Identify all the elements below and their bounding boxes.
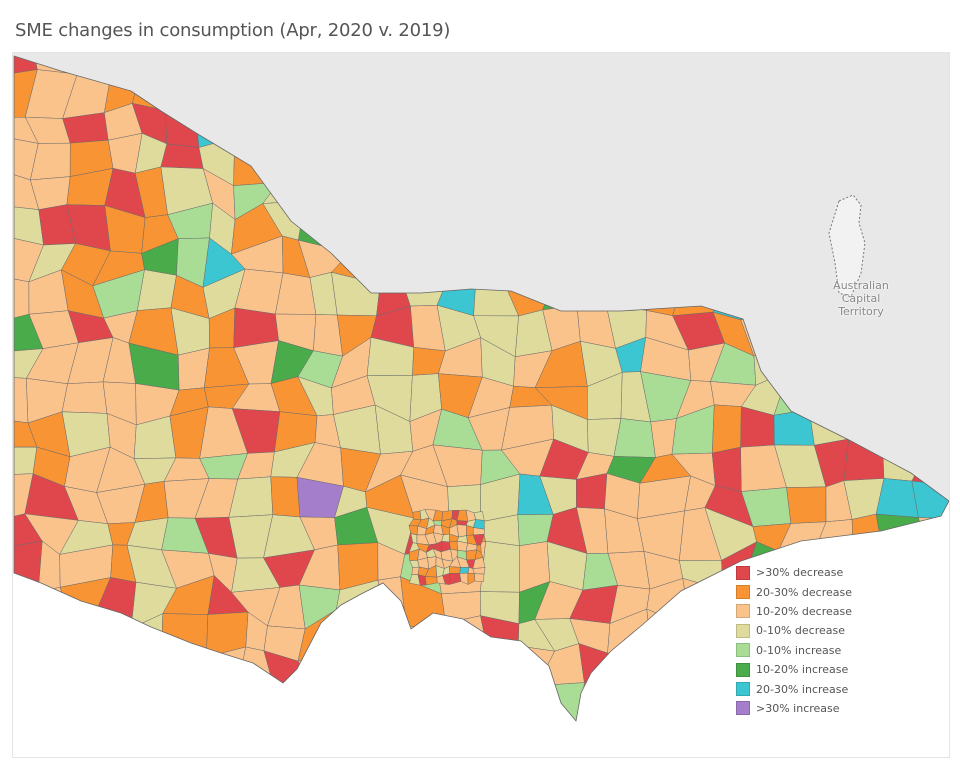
lga-region[interactable] [480,540,520,593]
legend-swatch [736,565,750,580]
lga-region[interactable] [576,473,608,510]
legend-item[interactable]: 0-10% decrease [736,621,852,640]
legend-swatch [736,643,750,658]
legend-swatch [736,682,750,697]
legend-swatch [736,623,750,638]
legend-item[interactable]: 20-30% increase [736,679,852,698]
lga-region[interactable] [472,567,486,575]
map-title: SME changes in consumption (Apr, 2020 v.… [15,20,451,41]
lga-region[interactable] [448,566,461,574]
lga-region[interactable] [459,567,470,574]
lga-region[interactable] [412,510,422,521]
legend-swatch [736,604,750,619]
act-label: Australian Capital Territory [833,279,889,318]
lga-region[interactable] [160,143,204,169]
legend-swatch [736,585,750,600]
legend-label: 20-30% decrease [756,585,852,599]
lga-region[interactable] [473,511,485,521]
legend-label: >30% decrease [756,566,844,580]
legend: >30% decrease 20-30% decrease 10-20% decre… [736,563,852,718]
legend-item[interactable]: >30% increase [736,699,852,718]
lga-region[interactable] [711,404,742,454]
lga-region[interactable] [456,524,467,538]
lga-region[interactable] [61,381,108,414]
legend-item[interactable]: 10-20% decrease [736,602,852,621]
lga-region[interactable] [875,478,919,518]
victoria-outline [13,55,949,722]
legend-item[interactable]: 10-20% increase [736,660,852,679]
legend-label: 0-10% decrease [756,624,845,638]
neighbouring-land [13,53,949,501]
lga-region[interactable] [137,269,177,311]
legend-item[interactable]: >30% decrease [736,563,852,582]
legend-label: 0-10% increase [756,643,842,657]
legend-item[interactable]: 0-10% increase [736,641,852,660]
legend-label: 10-20% decrease [756,604,852,618]
lga-region[interactable] [613,418,656,458]
legend-swatch [736,701,750,716]
legend-label: >30% increase [756,701,840,715]
lga-region[interactable] [270,476,301,518]
lga-region[interactable] [711,446,742,492]
lga-region[interactable] [786,486,827,524]
legend-label: 10-20% increase [756,663,849,677]
lga-region[interactable] [13,275,30,320]
choropleth-map[interactable]: Australian Capital Territory [12,52,950,758]
lga-region[interactable] [474,573,485,583]
legend-label: 20-30% increase [756,682,849,696]
map-canvas[interactable] [13,53,949,757]
act-boundary [828,194,866,298]
lga-region[interactable] [13,376,29,424]
legend-item[interactable]: 20-30% decrease [736,582,852,601]
legend-swatch [736,662,750,677]
